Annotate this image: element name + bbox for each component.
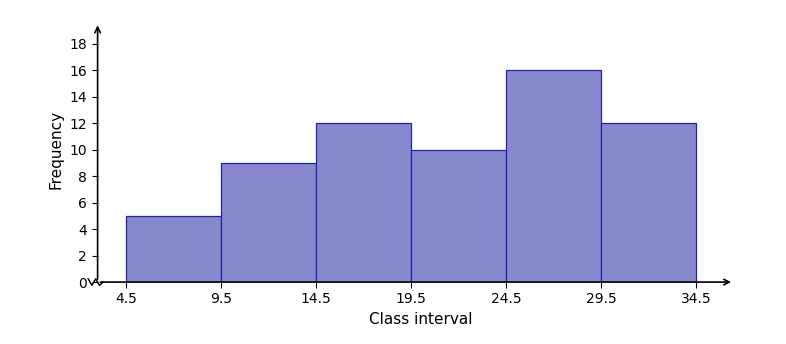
Bar <box>411 150 506 282</box>
Bar <box>221 163 316 282</box>
Bar <box>316 123 411 282</box>
X-axis label: Class interval: Class interval <box>369 312 472 327</box>
Bar <box>506 70 601 282</box>
Bar <box>601 123 696 282</box>
Bar <box>126 216 221 282</box>
Y-axis label: Frequency: Frequency <box>49 110 64 189</box>
